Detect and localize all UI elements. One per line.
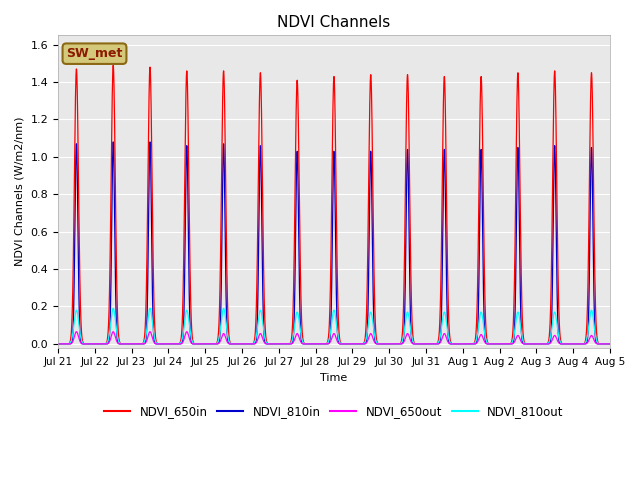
NDVI_810out [109, 305, 117, 311]
NDVI_650in [172, 341, 180, 347]
X-axis label: Time: Time [321, 373, 348, 383]
Text: SW_met: SW_met [67, 47, 123, 60]
Line: NDVI_650in: NDVI_650in [58, 65, 610, 344]
NDVI_810out [54, 341, 62, 347]
NDVI_810out [166, 341, 174, 347]
NDVI_650out [54, 341, 62, 347]
NDVI_810in [166, 341, 174, 347]
NDVI_650in [166, 341, 174, 347]
Line: NDVI_810in: NDVI_810in [58, 142, 610, 344]
NDVI_650in [261, 312, 269, 318]
NDVI_810in [172, 341, 180, 347]
NDVI_810out [172, 341, 180, 347]
NDVI_810in [489, 341, 497, 347]
NDVI_650out [410, 341, 418, 347]
NDVI_810in [54, 341, 62, 347]
NDVI_650out [172, 341, 180, 347]
Legend: NDVI_650in, NDVI_810in, NDVI_650out, NDVI_810out: NDVI_650in, NDVI_810in, NDVI_650out, NDV… [100, 400, 568, 423]
NDVI_810out [261, 334, 269, 340]
NDVI_650in [489, 341, 497, 347]
Y-axis label: NDVI Channels (W/m2/nm): NDVI Channels (W/m2/nm) [15, 117, 25, 266]
NDVI_810in [261, 338, 269, 344]
Line: NDVI_810out: NDVI_810out [58, 308, 610, 344]
NDVI_810in [606, 341, 614, 347]
NDVI_810out [606, 341, 614, 347]
NDVI_810out [604, 341, 612, 347]
NDVI_810in [109, 139, 117, 145]
NDVI_650in [604, 341, 612, 347]
NDVI_810in [604, 341, 612, 347]
NDVI_810out [410, 340, 418, 346]
NDVI_650out [72, 329, 80, 335]
Title: NDVI Channels: NDVI Channels [277, 15, 390, 30]
NDVI_810out [489, 341, 497, 347]
NDVI_650out [489, 341, 497, 347]
NDVI_650out [261, 340, 269, 346]
Line: NDVI_650out: NDVI_650out [58, 332, 610, 344]
NDVI_650in [54, 341, 62, 347]
NDVI_650out [604, 341, 612, 347]
NDVI_650out [166, 341, 174, 347]
NDVI_810in [410, 341, 418, 347]
NDVI_650in [606, 341, 614, 347]
NDVI_650out [606, 341, 614, 347]
NDVI_650in [109, 62, 117, 68]
NDVI_650in [410, 340, 418, 346]
